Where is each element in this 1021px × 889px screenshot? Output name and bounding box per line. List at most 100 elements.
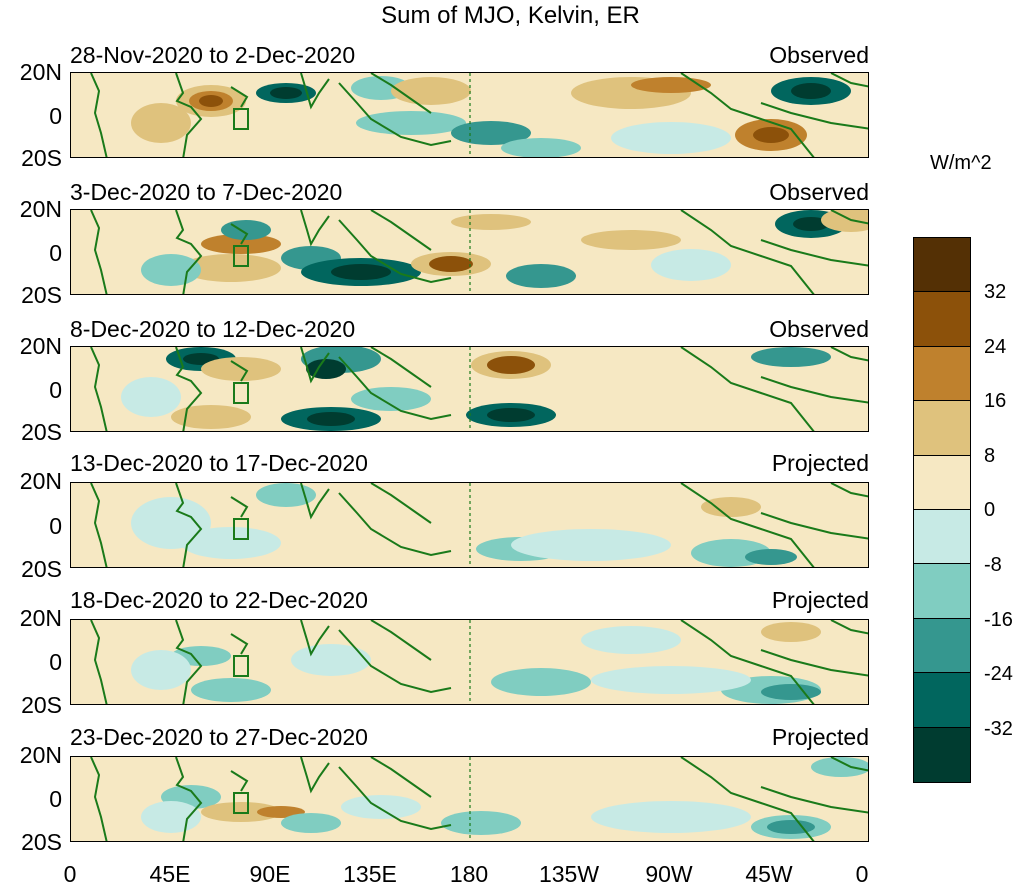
lat-label: 20S: [21, 556, 62, 582]
anomaly-contour: [181, 254, 281, 282]
coastline: [300, 210, 330, 247]
colorbar-label: 16: [984, 390, 1007, 412]
anomaly-contour: [491, 668, 591, 696]
map-panel-3: [70, 346, 869, 432]
anomaly-contour: [791, 83, 831, 99]
colorbar-units: W/m^2: [930, 152, 992, 174]
lat-label: 20S: [21, 419, 62, 445]
coastline: [830, 757, 868, 772]
anomaly-contour: [306, 359, 346, 379]
colorbar-segment: [914, 727, 970, 782]
anomaly-contour: [506, 264, 576, 288]
panel-2-dates: 3-Dec-2020 to 7-Dec-2020: [70, 179, 343, 205]
coastline: [830, 347, 868, 362]
coastline: [230, 86, 249, 108]
anomaly-contour: [651, 249, 731, 281]
coastline: [90, 210, 108, 294]
anomaly-contour: [487, 356, 535, 374]
anomaly-contour: [291, 644, 371, 676]
panel-6-dates: 23-Dec-2020 to 27-Dec-2020: [70, 724, 368, 750]
panel-1-dates: 28-Nov-2020 to 2-Dec-2020: [70, 42, 356, 68]
coastline: [230, 223, 249, 245]
coastline: [370, 757, 432, 798]
colorbar-label: -16: [984, 609, 1013, 631]
anomaly-contour: [331, 264, 391, 280]
coastline: [230, 496, 249, 518]
coastline: [175, 210, 203, 294]
anomaly-contour: [356, 111, 466, 135]
coastline: [90, 620, 108, 704]
anomaly-contour: [811, 757, 868, 777]
colorbar-segment: [914, 292, 970, 347]
coastline: [338, 82, 452, 147]
lat-label: 0: [49, 240, 62, 266]
coastline: [300, 347, 330, 384]
anomaly-contour: [611, 122, 731, 154]
lat-label: 0: [49, 649, 62, 675]
lon-label: 90W: [645, 861, 693, 887]
anomaly-contour: [391, 634, 491, 654]
coastline: [370, 73, 432, 114]
coastline: [338, 766, 452, 831]
anomaly-contour: [767, 820, 815, 834]
coastline: [760, 239, 868, 267]
coastline: [680, 483, 815, 567]
coastline: [338, 356, 452, 421]
anomaly-contour: [793, 217, 829, 231]
lat-label: 20N: [19, 333, 62, 359]
lat-label: 20S: [21, 145, 62, 171]
panel-2-kind: Observed: [769, 179, 869, 205]
anomaly-contour: [131, 103, 191, 143]
coastline: [760, 786, 868, 814]
anomaly-contour: [745, 549, 797, 565]
region-box: [233, 518, 249, 540]
panel-4-kind: Projected: [771, 450, 869, 476]
coastline: [680, 210, 815, 294]
lat-label: 20N: [19, 605, 62, 631]
map-svg: [71, 483, 868, 567]
lon-label: 180: [449, 861, 489, 887]
coastline: [230, 633, 249, 655]
colorbar-label: -24: [984, 663, 1013, 685]
panel-6-kind: Projected: [771, 724, 869, 750]
anomaly-contour: [451, 121, 531, 145]
anomaly-contour: [201, 357, 281, 381]
anomaly-contour: [131, 497, 211, 549]
lat-label: 0: [49, 377, 62, 403]
lon-label: 0: [63, 861, 77, 887]
anomaly-contour: [511, 529, 671, 561]
anomaly-contour: [581, 230, 681, 250]
colorbar-segment: [914, 564, 970, 619]
anomaly-contour: [761, 622, 821, 642]
map-svg: [71, 210, 868, 294]
anomaly-contour: [751, 347, 831, 367]
anomaly-contour: [501, 138, 581, 157]
anomaly-contour: [341, 795, 421, 819]
lat-label: 20S: [21, 829, 62, 855]
region-box: [233, 655, 249, 677]
map-svg: [71, 347, 868, 431]
coastline: [760, 512, 868, 540]
coastline: [830, 73, 868, 88]
lat-label: 20N: [19, 742, 62, 768]
anomaly-contour: [441, 811, 521, 835]
coastline: [300, 73, 330, 110]
coastline: [175, 73, 203, 157]
anomaly-contour: [191, 678, 271, 702]
lat-label: 20S: [21, 282, 62, 308]
coastline: [90, 483, 108, 567]
anomaly-contour: [256, 483, 316, 507]
anomaly-contour: [641, 367, 781, 407]
anomaly-contour: [581, 489, 681, 517]
map-panel-2: [70, 209, 869, 295]
map-svg: [71, 73, 868, 157]
anomaly-contour: [821, 210, 868, 232]
anomaly-contour: [791, 495, 868, 527]
panel-3-dates: 8-Dec-2020 to 12-Dec-2020: [70, 316, 356, 342]
coastline: [300, 757, 330, 794]
region-box: [233, 382, 249, 404]
coastline: [370, 210, 432, 251]
lon-label: 0: [855, 861, 869, 887]
panel-1-kind: Observed: [769, 42, 869, 68]
anomaly-contour: [121, 377, 181, 417]
